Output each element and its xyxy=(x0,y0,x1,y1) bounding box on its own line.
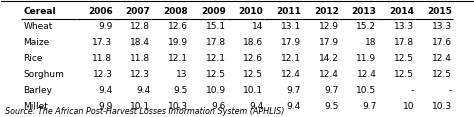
Text: Source: The African Post-Harvest Losses Information System (APHLIS): Source: The African Post-Harvest Losses … xyxy=(5,107,284,116)
